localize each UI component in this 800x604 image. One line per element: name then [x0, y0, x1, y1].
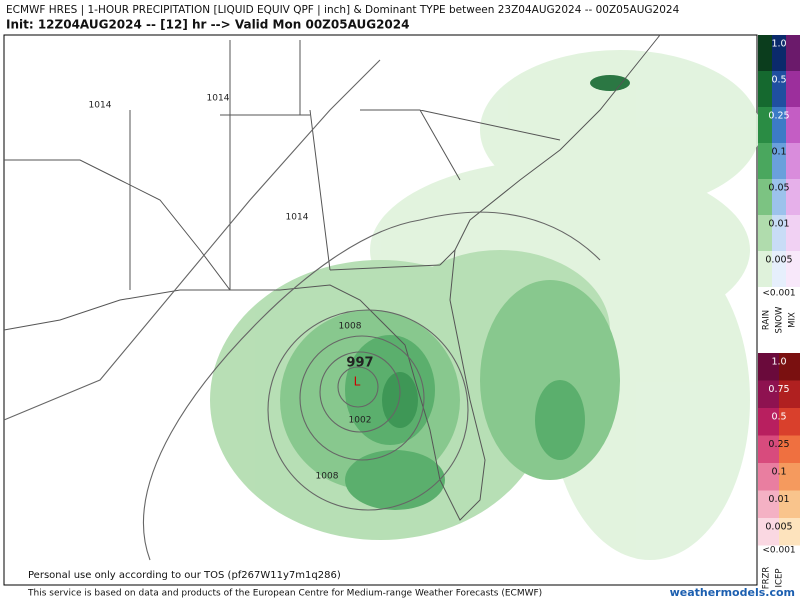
legend-swatch — [758, 35, 772, 71]
legend-swatch — [758, 408, 779, 436]
legend: 1.0 0.5 0.25 0.1 0.05 0.01 0.005 <0.001 RAIN SNOW… — [758, 35, 800, 589]
legend-level: 0.005 — [765, 522, 792, 533]
legend-swatch — [786, 143, 800, 179]
legend-level: 0.01 — [768, 219, 789, 230]
isobar-label: 997 — [346, 356, 373, 371]
precip — [210, 50, 760, 560]
legend-level: 0.25 — [768, 111, 789, 122]
isobar-labels: 1014 1014 1014 1008 997 1002 1008 — [89, 94, 374, 482]
legend-swatch — [779, 353, 800, 381]
legend-type: SNOW — [775, 306, 785, 333]
legend-swatch — [758, 463, 779, 491]
legend-swatch — [786, 251, 800, 287]
legend-swatch — [786, 35, 800, 71]
legend-swatch — [779, 408, 800, 436]
isobar-label: 1014 — [286, 213, 309, 223]
isobar-label: 1008 — [339, 322, 362, 332]
legend-swatch — [772, 251, 786, 287]
disclaimer: Personal use only according to our TOS (… — [28, 570, 341, 581]
legend-swatch — [758, 179, 772, 215]
legend-swatch — [758, 380, 779, 408]
title: ECMWF HRES | 1-HOUR PRECIPITATION [LIQUI… — [6, 4, 680, 16]
isobars — [3, 59, 601, 561]
legend-swatch — [786, 107, 800, 143]
legend-level: 0.1 — [771, 147, 786, 158]
legend-level: 0.005 — [765, 255, 792, 266]
legend-level: 0.5 — [771, 75, 786, 86]
legend-swatch — [758, 251, 772, 287]
legend-swatch — [772, 143, 786, 179]
legend-swatch — [772, 35, 786, 71]
site-link[interactable]: weathermodels.com — [670, 586, 795, 599]
legend-swatch — [758, 435, 779, 463]
low-marker: L — [354, 375, 361, 389]
legend-swatch — [772, 179, 786, 215]
isobar-label: 1014 — [89, 101, 112, 111]
legend-swatch — [758, 490, 779, 518]
legend-swatch — [786, 71, 800, 107]
legend-level: 1.0 — [771, 39, 786, 50]
subtitle: Init: 12Z04AUG2024 -- [12] hr --> Valid … — [6, 18, 409, 32]
legend-swatch — [758, 518, 779, 546]
legend-swatch — [779, 518, 800, 546]
legend-level: 0.5 — [771, 412, 786, 423]
legend-swatch — [779, 380, 800, 408]
legend-type: RAIN — [762, 310, 772, 330]
legend-swatch — [779, 490, 800, 518]
isobar-label: 1014 — [207, 94, 230, 104]
legend-level: 1.0 — [771, 357, 786, 368]
legend-below: <0.001 — [762, 289, 795, 299]
legend-swatch — [779, 435, 800, 463]
legend-type: ICEP — [775, 569, 785, 588]
legend-swatch — [779, 463, 800, 491]
legend-swatch — [772, 107, 786, 143]
legend-swatch — [786, 179, 800, 215]
legend-type: FRZR — [762, 567, 772, 590]
legend-below: <0.001 — [762, 546, 795, 556]
legend-swatch — [772, 215, 786, 251]
isobar-label: 1002 — [349, 416, 372, 426]
legend-swatch — [758, 143, 772, 179]
legend-swatch — [772, 71, 786, 107]
credit: This service is based on data and produc… — [27, 589, 542, 599]
legend-type: MIX — [788, 312, 798, 328]
legend-swatch — [758, 353, 779, 381]
legend-level: 0.01 — [768, 494, 789, 505]
isobar-label: 1008 — [316, 472, 339, 482]
legend-level: 0.1 — [771, 467, 786, 478]
legend-swatch — [758, 107, 772, 143]
map: L 1014 1014 1014 1008 997 1002 1008 Personal u… — [3, 34, 760, 586]
legend-level: 0.05 — [768, 183, 789, 194]
legend-level: 0.75 — [768, 384, 789, 395]
legend-level: 0.25 — [768, 439, 789, 450]
legend-swatch — [758, 215, 772, 251]
legend-swatch — [786, 215, 800, 251]
legend-swatch — [758, 71, 772, 107]
